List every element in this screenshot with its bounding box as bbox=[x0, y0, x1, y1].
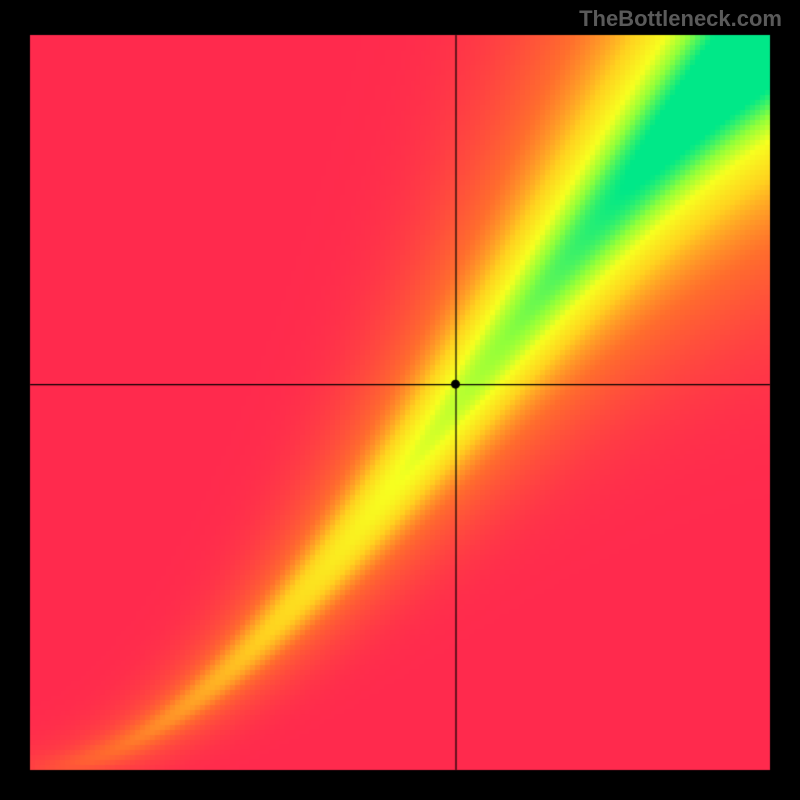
watermark-label: TheBottleneck.com bbox=[579, 6, 782, 32]
heatmap-canvas bbox=[0, 0, 800, 800]
chart-container: TheBottleneck.com bbox=[0, 0, 800, 800]
